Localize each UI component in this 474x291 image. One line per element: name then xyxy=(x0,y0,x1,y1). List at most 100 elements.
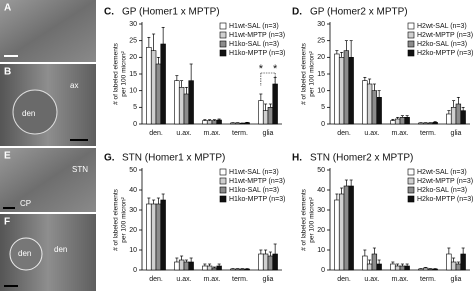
legend-label: H2wt-SAL (n=3) xyxy=(417,169,467,176)
bar xyxy=(371,90,378,125)
legend-swatch xyxy=(407,31,415,39)
bar xyxy=(178,259,185,271)
x-tick-label: term. xyxy=(232,130,248,137)
x-tick-label: u.ax. xyxy=(364,276,379,283)
bar xyxy=(422,122,429,125)
bar xyxy=(427,268,434,271)
y-tick-label: 30 xyxy=(317,21,325,28)
bar xyxy=(258,253,264,271)
legend-swatch xyxy=(219,168,227,176)
legend-label: H2wt-SAL (n=3) xyxy=(417,23,467,30)
bar xyxy=(343,185,350,271)
y-tick-label: 30 xyxy=(317,207,325,214)
x-tick-label: den. xyxy=(337,130,351,137)
bar xyxy=(230,268,236,271)
bar xyxy=(272,83,278,125)
y-tick-label: 15 xyxy=(129,71,137,78)
x-tick-label: glia xyxy=(451,276,462,283)
y-tick-label: 20 xyxy=(129,227,137,234)
bar xyxy=(404,265,410,271)
bar xyxy=(334,199,340,271)
x-tick-label: term. xyxy=(420,130,436,137)
legend-label: H2ko-SAL (n=3) xyxy=(417,187,467,194)
legend-label: H2wt-MPTP (n=3) xyxy=(417,178,473,185)
bar xyxy=(399,265,406,271)
x-tick-label: m.ax. xyxy=(203,276,220,283)
bar xyxy=(460,253,466,271)
panel-letter: D. xyxy=(292,7,302,18)
legend-label: H1ko-SAL (n=3) xyxy=(229,187,279,194)
bar xyxy=(450,107,457,125)
x-tick-label: term. xyxy=(232,276,248,283)
bar xyxy=(418,122,424,125)
panel-label: E xyxy=(4,151,11,162)
bar xyxy=(366,83,373,125)
legend-swatch xyxy=(219,31,227,39)
bar xyxy=(244,122,250,125)
bar xyxy=(366,263,373,271)
x-tick-label: glia xyxy=(263,276,274,283)
y-tick-label: 0 xyxy=(321,121,325,128)
legend-swatch xyxy=(219,49,227,57)
legend-label: H2ko-SAL (n=3) xyxy=(417,41,467,48)
panel-label: A xyxy=(4,3,11,14)
structure-label: ax xyxy=(70,81,78,90)
bar xyxy=(258,100,264,125)
legend-label: H1wt-SAL (n=3) xyxy=(229,169,279,176)
y-tick-label: 20 xyxy=(129,54,137,61)
bar xyxy=(230,122,236,125)
y-tick-label: 25 xyxy=(129,38,137,45)
chart: D. GP (Homer2 x MPTP) # of labeled element… xyxy=(292,7,473,137)
legend-swatch xyxy=(407,186,415,194)
chart: C. GP (Homer1 x MPTP) # of labeled element… xyxy=(104,7,285,137)
bar xyxy=(432,122,438,125)
bar xyxy=(455,263,462,271)
bar xyxy=(160,43,166,125)
y-axis-label: # of labeled elements xyxy=(113,188,120,251)
bar xyxy=(338,57,345,125)
bar xyxy=(183,261,190,271)
y-tick-label: 40 xyxy=(317,187,325,194)
legend-label: H2ko-MPTP (n=3) xyxy=(417,196,473,203)
significance-mark: * xyxy=(259,63,264,75)
micrograph-b: B ax den xyxy=(0,64,96,146)
legend-label: H2wt-MPTP (n=3) xyxy=(417,32,473,39)
bar xyxy=(244,268,250,271)
y-tick-label: 0 xyxy=(133,267,137,274)
legend-swatch xyxy=(407,22,415,30)
bar xyxy=(160,199,166,271)
structure-label: den xyxy=(22,109,35,118)
bar xyxy=(432,268,438,271)
y-tick-label: 50 xyxy=(317,167,325,174)
bar xyxy=(155,63,162,125)
y-tick-label: 20 xyxy=(317,54,325,61)
micrograph-f: F den den xyxy=(0,214,96,291)
x-tick-label: m.ax. xyxy=(391,276,408,283)
y-axis-label: per 100 micron² xyxy=(309,196,316,242)
y-axis-label: # of labeled elements xyxy=(113,42,120,105)
bar xyxy=(262,253,269,271)
legend-swatch xyxy=(407,168,415,176)
bar xyxy=(202,120,208,125)
x-tick-label: den. xyxy=(149,130,163,137)
micrograph-a: A xyxy=(0,0,96,62)
bar xyxy=(422,267,429,271)
legend-swatch xyxy=(407,40,415,48)
structure-label: den xyxy=(54,245,67,254)
y-tick-label: 10 xyxy=(317,247,325,254)
legend-label: H1wt-SAL (n=3) xyxy=(229,23,279,30)
x-tick-label: den. xyxy=(337,276,351,283)
legend-label: H1wt-MPTP (n=3) xyxy=(229,32,285,39)
bar xyxy=(394,118,401,125)
y-tick-label: 10 xyxy=(129,247,137,254)
y-tick-label: 10 xyxy=(317,88,325,95)
bar xyxy=(239,123,246,125)
bar xyxy=(183,93,190,125)
legend-swatch xyxy=(407,49,415,57)
region-label: CP xyxy=(20,199,31,208)
bar xyxy=(206,120,213,125)
bar xyxy=(267,255,274,271)
bar xyxy=(234,268,241,271)
bar xyxy=(239,268,246,271)
